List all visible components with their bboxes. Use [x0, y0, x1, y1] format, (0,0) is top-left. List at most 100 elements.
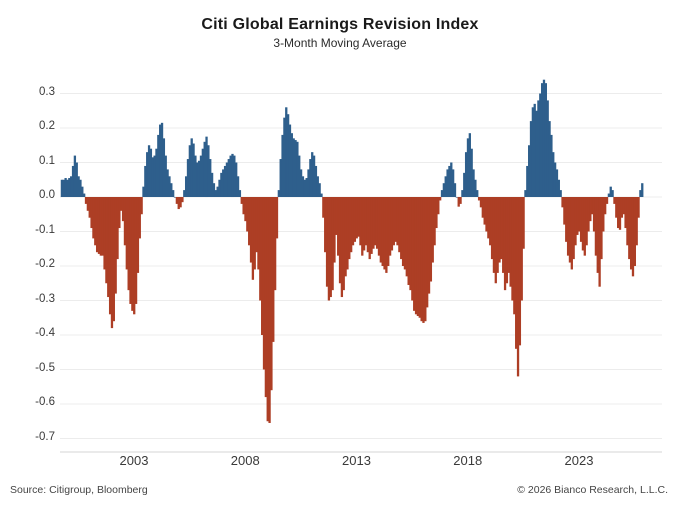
bar: [129, 197, 132, 304]
bar: [309, 159, 312, 197]
bar: [463, 172, 466, 197]
bar: [235, 162, 238, 197]
bar: [518, 197, 522, 346]
bar: [520, 197, 523, 301]
bar: [383, 197, 386, 270]
bar: [218, 179, 221, 197]
bar: [472, 169, 475, 197]
bar: [333, 197, 336, 263]
bar: [568, 197, 572, 263]
bar: [294, 140, 297, 197]
bar: [220, 172, 223, 197]
bar: [134, 197, 138, 304]
bar: [374, 197, 377, 246]
bar: [62, 179, 65, 197]
bar: [75, 162, 78, 197]
bar: [583, 197, 586, 256]
bar: [175, 197, 179, 204]
bar: [607, 193, 611, 197]
bar: [589, 197, 592, 222]
bar: [233, 155, 236, 197]
bar: [275, 197, 279, 239]
bar: [639, 190, 642, 197]
bar: [277, 190, 280, 197]
bar: [411, 197, 414, 301]
bar: [166, 169, 169, 197]
bar: [88, 197, 91, 218]
bar: [337, 197, 340, 256]
bar: [544, 83, 547, 197]
bar: [364, 197, 368, 246]
bar: [407, 197, 410, 285]
bar: [131, 197, 134, 311]
bar: [461, 190, 464, 197]
bar: [325, 197, 329, 287]
bar: [149, 148, 153, 197]
page-title: Citi Global Earnings Revision Index: [201, 16, 479, 33]
bar: [539, 93, 542, 197]
bar: [359, 197, 362, 246]
bar: [466, 138, 470, 197]
bar: [147, 145, 151, 197]
bar: [622, 197, 625, 215]
bar: [305, 178, 308, 197]
bar: [511, 197, 514, 301]
bar: [377, 197, 381, 256]
bar: [524, 190, 527, 197]
bar: [190, 138, 193, 197]
bar: [353, 197, 357, 242]
bar: [613, 197, 616, 204]
bar: [633, 197, 636, 266]
bar: [581, 197, 585, 251]
bar: [381, 197, 384, 266]
bar: [502, 197, 505, 273]
bar: [142, 186, 145, 197]
bar: [507, 197, 510, 273]
bar: [594, 197, 598, 256]
bar: [457, 197, 460, 207]
bar: [197, 160, 201, 197]
bar: [490, 197, 494, 260]
bar: [270, 197, 273, 391]
bar: [390, 197, 394, 251]
bar: [110, 197, 114, 329]
bar: [71, 165, 75, 197]
bar: [459, 197, 462, 204]
bar: [579, 197, 583, 242]
bar: [107, 197, 110, 298]
y-tick-label: 0.3: [39, 85, 55, 98]
bar: [255, 197, 258, 253]
bar: [159, 124, 162, 197]
bar: [442, 183, 446, 197]
bar: [435, 197, 438, 229]
bar: [355, 197, 358, 239]
bar: [199, 155, 203, 197]
bar: [83, 193, 86, 197]
bar: [405, 197, 408, 277]
bar: [290, 133, 293, 197]
bar: [370, 197, 373, 254]
bar: [262, 197, 266, 370]
y-tick-label: -0.4: [35, 327, 55, 339]
bar: [318, 183, 321, 197]
bar: [77, 176, 80, 197]
bar: [357, 197, 360, 237]
y-tick-label: 0.2: [39, 120, 55, 132]
bar: [516, 197, 520, 377]
bar: [617, 197, 620, 229]
bar: [468, 133, 471, 197]
bar: [394, 197, 397, 242]
bar: [392, 197, 395, 246]
bar: [331, 197, 334, 291]
bar: [620, 197, 624, 218]
bar: [121, 197, 125, 222]
bar: [312, 155, 316, 197]
bar: [272, 197, 275, 342]
bar: [450, 162, 453, 197]
bar: [476, 190, 479, 197]
bar: [529, 121, 533, 197]
bar: [162, 138, 166, 197]
bar: [114, 197, 117, 294]
bar: [596, 197, 599, 273]
